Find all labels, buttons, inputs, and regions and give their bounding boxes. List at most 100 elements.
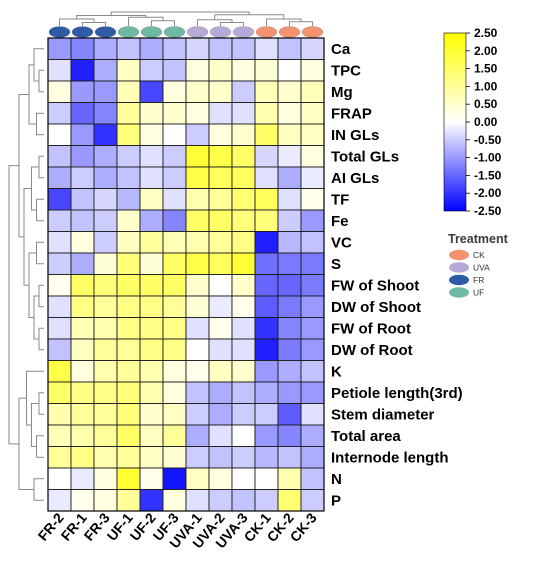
- heatmap-cell: [185, 489, 210, 512]
- heatmap-cell: [208, 59, 233, 82]
- dendrogram-branch: [82, 22, 106, 26]
- colorbar-tick-label: -1.00: [474, 151, 502, 165]
- heatmap-cell: [70, 489, 95, 512]
- heatmap-cell: [139, 381, 164, 404]
- dendrogram-branch: [38, 284, 44, 308]
- colorbar-tick-label: 1.50: [474, 62, 498, 76]
- heatmap-cell: [208, 102, 233, 125]
- heatmap-cell: [231, 166, 256, 189]
- heatmap-cell: [47, 59, 72, 82]
- heatmap-cell: [231, 123, 256, 146]
- heatmap-cell: [185, 252, 210, 275]
- row-label: Total GLs: [331, 148, 399, 165]
- heatmap-cell: [277, 37, 302, 60]
- heatmap-cell: [231, 489, 256, 512]
- heatmap-cell: [185, 381, 210, 404]
- heatmap-cell: [47, 317, 72, 340]
- legend-swatch: [449, 262, 469, 273]
- heatmap-cell: [208, 231, 233, 254]
- heatmap-cell: [116, 252, 141, 275]
- heatmap-cell: [185, 274, 210, 297]
- heatmap-cell: [116, 102, 141, 125]
- heatmap-cell: [162, 381, 187, 404]
- dendrogram-branch: [31, 166, 39, 211]
- heatmap-cell: [185, 360, 210, 383]
- colorbar-tick-label: -2.00: [474, 186, 502, 200]
- heatmap-cell: [116, 489, 141, 512]
- legend-title: Treatment: [448, 232, 509, 246]
- row-label: FW of Shoot: [331, 277, 419, 294]
- heatmap-cell: [185, 123, 210, 146]
- dendrogram-branch: [36, 241, 44, 265]
- heatmap-cell: [162, 145, 187, 168]
- heatmap-cell: [300, 166, 325, 189]
- heatmap-cell: [231, 446, 256, 469]
- heatmap-cell: [185, 145, 210, 168]
- heatmap-cell: [300, 489, 325, 512]
- row-label: Total area: [331, 428, 401, 445]
- heatmap-cell: [139, 102, 164, 125]
- heatmap-cell: [300, 295, 325, 318]
- heatmap-cell: [116, 188, 141, 211]
- heatmap-cell: [300, 37, 325, 60]
- treatment-annotation-cell: [94, 26, 117, 38]
- color-scale-legend: [443, 32, 467, 212]
- dendrogram-branch: [289, 21, 313, 26]
- treatment-annotation-cell: [209, 26, 232, 38]
- heatmap-cell: [162, 489, 187, 512]
- heatmap-cell: [185, 188, 210, 211]
- dendrogram-branch: [26, 370, 44, 426]
- heatmap-cell: [162, 102, 187, 125]
- heatmap-cell: [231, 467, 256, 490]
- heatmap-cell: [116, 37, 141, 60]
- heatmap-cell: [208, 145, 233, 168]
- heatmap-cell: [185, 403, 210, 426]
- colorbar-tick-label: 0.00: [474, 115, 498, 129]
- heatmap-cell: [139, 317, 164, 340]
- treatment-annotation-cell: [48, 26, 71, 38]
- heatmap-cell: [70, 360, 95, 383]
- heatmap-cell: [300, 317, 325, 340]
- heatmap-cell: [139, 338, 164, 361]
- heatmap-cell: [277, 403, 302, 426]
- row-dendrogram: [8, 48, 44, 501]
- row-label: TPC: [331, 62, 361, 79]
- heatmap-cell: [231, 274, 256, 297]
- row-label: S: [331, 256, 341, 273]
- heatmap-cell: [185, 102, 210, 125]
- heatmap-cell: [300, 188, 325, 211]
- treatment-annotation-cell: [140, 26, 163, 38]
- heatmap-cell: [254, 59, 279, 82]
- heatmap-cell: [93, 188, 118, 211]
- heatmap-cell: [70, 231, 95, 254]
- heatmap-cell: [70, 166, 95, 189]
- heatmap-cell: [139, 360, 164, 383]
- heatmap-cell: [47, 467, 72, 490]
- heatmap-cell: [277, 188, 302, 211]
- heatmap-cell: [300, 123, 325, 146]
- row-label: K: [331, 363, 342, 380]
- heatmap-cell: [139, 252, 164, 275]
- colorbar-gradient: [443, 32, 467, 212]
- heatmap-cell: [300, 145, 325, 168]
- heatmap-cell: [208, 381, 233, 404]
- heatmap-cell: [139, 209, 164, 232]
- heatmap-border: [47, 37, 325, 512]
- heatmap-cell: [277, 231, 302, 254]
- heatmap-cell: [70, 252, 95, 275]
- heatmap-cell: [300, 274, 325, 297]
- heatmap-cell: [231, 424, 256, 447]
- heatmap-cell: [185, 37, 210, 60]
- treatment-annotation-cell: [71, 26, 94, 38]
- heatmap-cell: [162, 295, 187, 318]
- dendrogram-branch: [36, 198, 44, 222]
- heatmap-cell: [300, 59, 325, 82]
- heatmap-cell: [277, 381, 302, 404]
- heatmap-cell: [254, 231, 279, 254]
- heatmap-cell: [185, 295, 210, 318]
- row-label: IN GLs: [331, 127, 379, 144]
- row-label: Fe: [331, 213, 349, 230]
- heatmap-cell: [93, 123, 118, 146]
- heatmap-cell: [162, 209, 187, 232]
- heatmap-cell: [70, 446, 95, 469]
